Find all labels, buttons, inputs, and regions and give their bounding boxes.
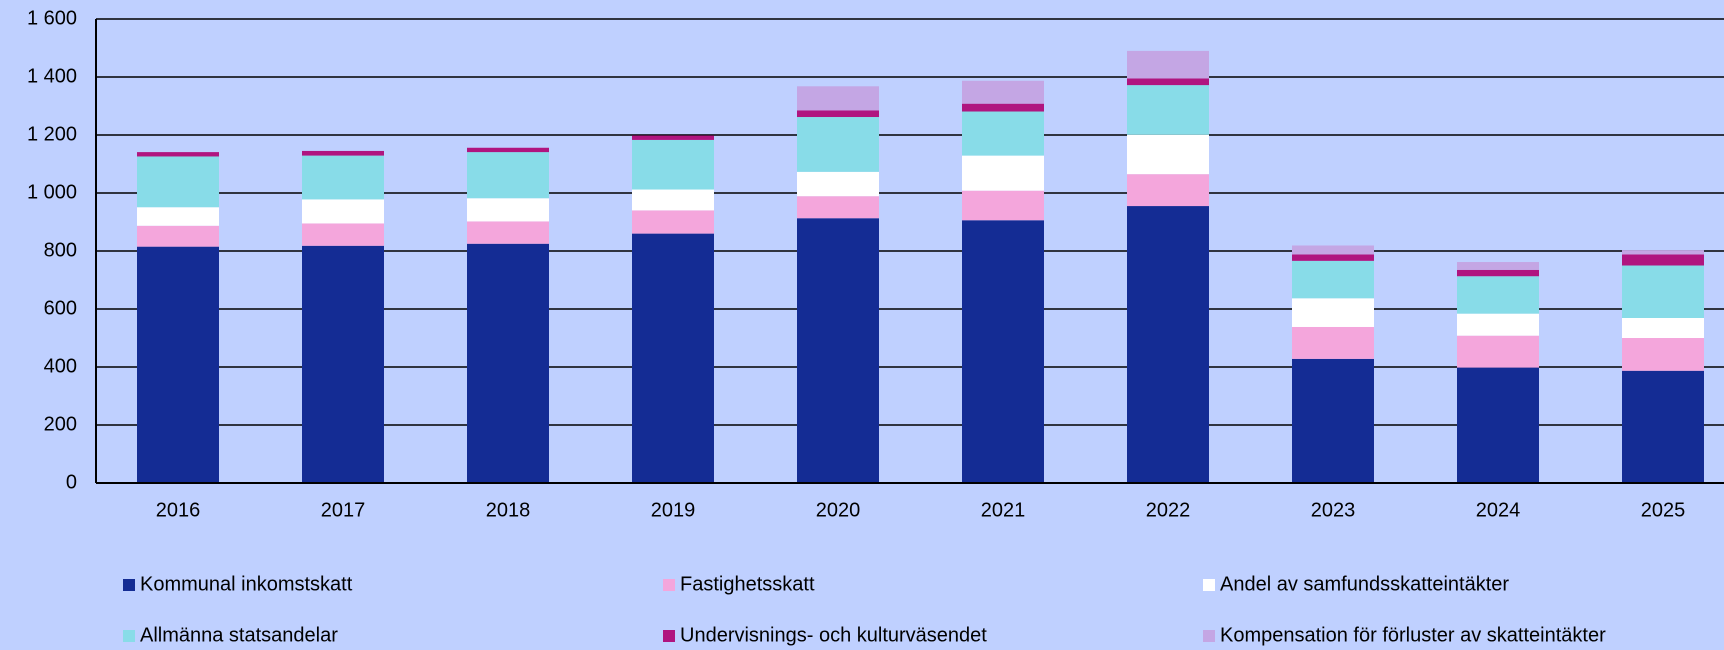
bar-segment: [797, 171, 879, 197]
bar-segment: [1622, 370, 1704, 483]
bar-segment: [632, 233, 714, 483]
bar-segment: [1457, 313, 1539, 336]
y-tick-label: 1 000: [27, 181, 77, 203]
bar-segment: [137, 156, 219, 208]
bar-segment: [1457, 269, 1539, 277]
bar-segment: [1622, 265, 1704, 318]
bar-segment: [962, 103, 1044, 112]
bar-segment: [797, 196, 879, 219]
x-tick-label: 2020: [816, 499, 861, 521]
bar-segment: [137, 152, 219, 157]
legend-swatch: [1203, 630, 1215, 642]
bar-segment: [962, 111, 1044, 156]
legend-swatch: [663, 630, 675, 642]
x-tick-label: 2022: [1146, 499, 1191, 521]
bar-segment: [1622, 254, 1704, 266]
bar-segment: [302, 223, 384, 246]
bar-segment: [1292, 358, 1374, 483]
bar-segment: [467, 147, 549, 153]
bar-segment: [467, 152, 549, 199]
y-tick-label: 1 200: [27, 123, 77, 145]
bar-segment: [1622, 317, 1704, 338]
legend-label: Kommunal inkomstskatt: [140, 573, 353, 595]
bar-segment: [632, 135, 714, 140]
legend-label: Kompensation för förluster av skatteintä…: [1220, 624, 1606, 646]
bar-segment: [962, 155, 1044, 191]
bar-segment: [137, 246, 219, 483]
bar-segment: [1457, 276, 1539, 314]
x-tick-label: 2016: [156, 499, 201, 521]
legend-label: Fastighetsskatt: [680, 573, 815, 595]
bar-segment: [1622, 338, 1704, 371]
bar-segment: [962, 80, 1044, 104]
bar-segment: [1292, 245, 1374, 255]
y-tick-label: 1 600: [27, 7, 77, 29]
bar-segment: [302, 245, 384, 483]
bar-segment: [467, 243, 549, 483]
bar-segment: [467, 221, 549, 244]
legend-label: Undervisnings- och kulturväsendet: [680, 624, 987, 646]
bar-segment: [1127, 50, 1209, 79]
legend-swatch: [123, 579, 135, 591]
legend-swatch: [1203, 579, 1215, 591]
bar-segment: [1457, 367, 1539, 483]
bar-segment: [1292, 254, 1374, 261]
bar-segment: [797, 218, 879, 484]
x-tick-label: 2019: [651, 499, 696, 521]
bar-segment: [797, 117, 879, 172]
y-tick-label: 400: [44, 355, 77, 377]
bar-segment: [1127, 134, 1209, 175]
bar-segment: [302, 155, 384, 200]
bar-segment: [962, 220, 1044, 483]
bar-segment: [1457, 335, 1539, 368]
bar-segment: [137, 207, 219, 226]
x-tick-label: 2018: [486, 499, 531, 521]
bar-segment: [1292, 298, 1374, 327]
y-tick-label: 800: [44, 239, 77, 261]
bar-segment: [467, 198, 549, 222]
bar-segment: [632, 210, 714, 234]
bar-segment: [632, 139, 714, 190]
bar-segment: [797, 86, 879, 111]
bar-segment: [302, 150, 384, 156]
bar-segment: [632, 189, 714, 211]
bar-segment: [1127, 174, 1209, 207]
x-tick-label: 2023: [1311, 499, 1356, 521]
x-tick-label: 2024: [1476, 499, 1521, 521]
bar-segment: [1622, 250, 1704, 255]
bar-segment: [1127, 206, 1209, 484]
bar-segment: [302, 199, 384, 224]
legend-label: Andel av samfundsskatteintäkter: [1220, 573, 1509, 595]
y-tick-label: 1 400: [27, 65, 77, 87]
y-tick-label: 600: [44, 297, 77, 319]
bar-segment: [1127, 85, 1209, 135]
y-tick-label: 0: [66, 471, 77, 493]
bar-segment: [962, 190, 1044, 221]
legend-label: Allmänna statsandelar: [140, 624, 338, 646]
bar-segment: [137, 225, 219, 247]
x-tick-label: 2021: [981, 499, 1026, 521]
bar-segment: [1457, 262, 1539, 270]
bar-segment: [797, 110, 879, 118]
legend-swatch: [663, 579, 675, 591]
y-tick-label: 200: [44, 413, 77, 435]
x-tick-label: 2025: [1641, 499, 1686, 521]
legend-swatch: [123, 630, 135, 642]
bar-segment: [1292, 260, 1374, 299]
bar-segment: [1292, 326, 1374, 359]
bar-segment: [1127, 78, 1209, 86]
x-tick-label: 2017: [321, 499, 366, 521]
